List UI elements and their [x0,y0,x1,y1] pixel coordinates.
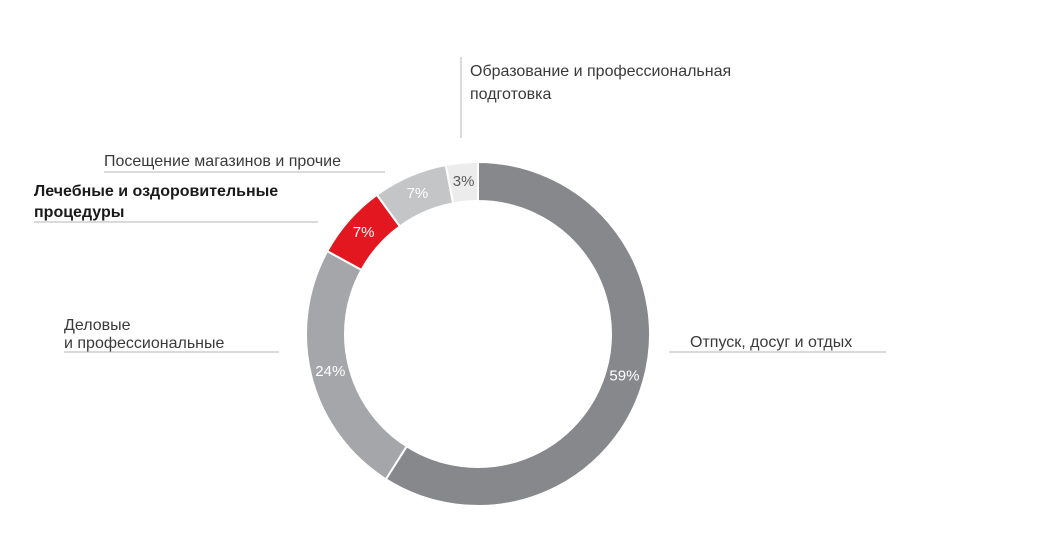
donut-slices [305,160,652,507]
slice-education [444,160,479,205]
label-education: Образование и профессиональная подготовк… [470,63,736,103]
slice-business-value: 24% [315,363,345,380]
label-education-line-2: подготовка [470,86,551,103]
label-education-line-1: Образование и профессиональная [470,63,731,80]
label-business-line-2: и профессиональные [64,335,224,352]
slice-medical-value: 7% [353,224,375,241]
slice-value-labels: 59% 24% 7% 7% 3% [315,173,639,384]
label-shopping: Посещение магазинов и прочие [104,153,341,170]
label-medical-line-1: Лечебные и оздоровительные [34,183,278,200]
label-business: Деловые и профессиональные [64,317,224,352]
slice-education-value: 3% [453,173,475,190]
slice-leisure [384,160,652,507]
label-leisure: Отпуск, досуг и отдых [690,334,852,351]
slice-leisure-value: 59% [609,368,639,385]
label-business-line-1: Деловые [64,317,131,334]
label-medical-line-2: процедуры [34,204,124,221]
slice-shopping-value: 7% [407,185,429,202]
label-medical: Лечебные и оздоровительные процедуры [34,183,283,221]
